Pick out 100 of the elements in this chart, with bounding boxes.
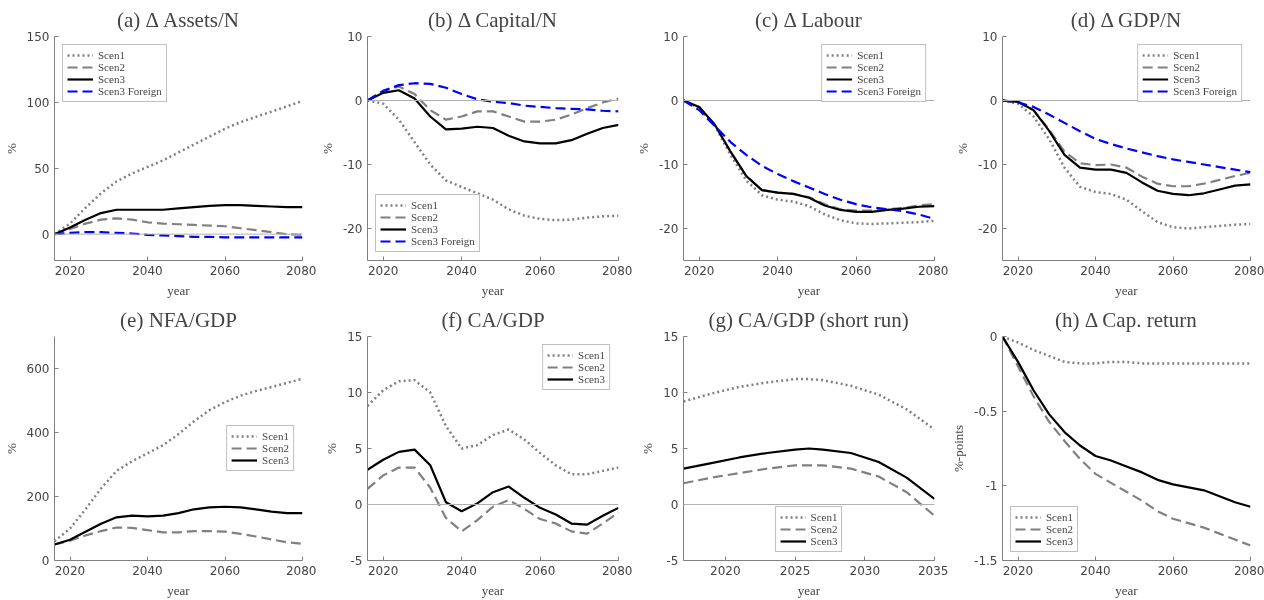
legend-label: Scen1 — [1173, 49, 1201, 61]
x-tick-label: 2020 — [367, 263, 399, 278]
legend-label: Scen2 — [262, 442, 289, 454]
legend-label: Scen1 — [857, 49, 885, 61]
x-axis-title: year — [1115, 282, 1139, 298]
y-axis-title: % — [324, 442, 340, 454]
x-tick-label: 2020 — [683, 263, 715, 278]
y-tick-label: -5 — [350, 554, 363, 568]
x-tick-label: 2020 — [1002, 563, 1034, 578]
legend-label: Scen3 Foreign — [411, 235, 475, 247]
x-tick-label: 2060 — [1157, 263, 1189, 278]
y-tick-label: -0.5 — [974, 404, 998, 419]
y-tick-label: 0 — [354, 94, 363, 108]
x-tick-label: 2060 — [209, 563, 241, 578]
legend-label: Scen3 — [98, 73, 125, 85]
legend-label: Scen3 — [857, 73, 885, 85]
y-tick-label: -10 — [342, 158, 363, 172]
legend-label: Scen2 — [1046, 523, 1073, 535]
y-tick-label: 15 — [663, 330, 679, 344]
x-tick-label: 2035 — [917, 563, 949, 578]
x-tick-label: 2080 — [1233, 563, 1264, 578]
legend-label: Scen2 — [98, 61, 125, 73]
x-tick-label: 2020 — [54, 563, 86, 578]
x-tick-label: 2040 — [446, 263, 477, 278]
y-tick-label: -20 — [977, 222, 998, 236]
y-axis-title: % — [635, 142, 651, 154]
x-tick-label: 2040 — [132, 563, 163, 578]
y-tick-label: 0 — [41, 227, 50, 242]
y-tick-label: 100 — [26, 95, 50, 110]
y-tick-label: 10 — [347, 386, 363, 400]
chart-title: (b) Δ Capital/N — [427, 7, 557, 32]
y-tick-label: 10 — [663, 30, 679, 44]
y-tick-label: 5 — [354, 442, 363, 456]
legend-label: Scen3 — [262, 454, 289, 466]
legend-label: Scen3 Foreign — [857, 85, 921, 97]
y-tick-label: 5 — [670, 442, 679, 456]
x-tick-label: 2080 — [1233, 263, 1264, 278]
y-tick-label: -20 — [658, 222, 679, 236]
y-tick-label: 0 — [989, 330, 998, 344]
x-tick-label: 2025 — [779, 563, 811, 578]
x-tick-label: 2080 — [285, 563, 317, 578]
x-axis-title: year — [167, 282, 191, 298]
y-tick-label: 0 — [670, 94, 679, 108]
y-axis-title: % — [3, 442, 19, 454]
x-tick-label: 2060 — [1157, 563, 1189, 578]
chart-title: (f) CA/GDP — [441, 307, 545, 332]
legend-label: Scen2 — [810, 523, 838, 535]
x-tick-label: 2080 — [285, 263, 317, 278]
y-tick-label: 150 — [26, 30, 50, 44]
legend-label: Scen3 — [1173, 73, 1201, 85]
x-tick-label: 2030 — [849, 563, 881, 578]
y-tick-label: 0 — [354, 498, 363, 512]
x-tick-label: 2040 — [132, 263, 163, 278]
y-axis-title: % — [3, 142, 19, 154]
legend-label: Scen2 — [1173, 61, 1201, 73]
y-tick-label: 600 — [26, 362, 50, 376]
y-axis-title: %-points — [951, 425, 967, 472]
y-tick-label: 200 — [26, 490, 50, 504]
legend-label: Scen1 — [411, 199, 438, 211]
x-axis-title: year — [1115, 582, 1139, 598]
x-tick-label: 2020 — [710, 563, 741, 578]
legend-label: Scen3 Foreign — [1173, 85, 1237, 97]
x-tick-label: 2020 — [54, 263, 86, 278]
legend-label: Scen2 — [857, 61, 885, 73]
chart-title: (c) Δ Labour — [755, 7, 862, 32]
x-tick-label: 2060 — [209, 263, 241, 278]
legend-label: Scen3 Foreign — [98, 85, 162, 97]
legend-label: Scen3 — [810, 535, 838, 547]
x-tick-label: 2040 — [1080, 263, 1111, 278]
chart-title: (e) NFA/GDP — [120, 307, 237, 332]
x-tick-label: 2080 — [601, 563, 633, 578]
legend-label: Scen1 — [810, 511, 838, 523]
x-tick-label: 2020 — [367, 563, 399, 578]
x-tick-label: 2040 — [1080, 563, 1111, 578]
y-tick-label: 0 — [670, 498, 679, 512]
y-tick-label: 10 — [347, 30, 363, 44]
x-tick-label: 2060 — [524, 563, 556, 578]
legend-label: Scen1 — [262, 430, 289, 442]
y-tick-label: 50 — [34, 161, 50, 176]
y-tick-label: 15 — [347, 330, 363, 344]
y-tick-label: -5 — [666, 554, 679, 568]
y-axis-title: % — [640, 442, 656, 454]
x-tick-label: 2040 — [446, 563, 477, 578]
y-axis-title: % — [954, 142, 970, 154]
legend-label: Scen3 — [1046, 535, 1073, 547]
y-tick-label: 10 — [982, 30, 998, 44]
x-axis-title: year — [481, 282, 505, 298]
y-tick-label: -1.5 — [974, 554, 998, 568]
chart-title: (h) Δ Cap. return — [1055, 307, 1198, 332]
x-tick-label: 2060 — [840, 263, 872, 278]
legend-label: Scen2 — [411, 211, 438, 223]
chart-title: (d) Δ GDP/N — [1070, 7, 1182, 32]
y-tick-label: 0 — [989, 94, 998, 108]
chart-title: (g) CA/GDP (short run) — [708, 307, 909, 332]
legend-label: Scen3 — [411, 223, 438, 235]
y-tick-label: 0 — [41, 554, 50, 568]
legend-label: Scen1 — [98, 49, 125, 61]
x-tick-label: 2060 — [524, 263, 556, 278]
chart-title: (a) Δ Assets/N — [116, 7, 239, 32]
y-tick-label: 10 — [663, 386, 679, 400]
